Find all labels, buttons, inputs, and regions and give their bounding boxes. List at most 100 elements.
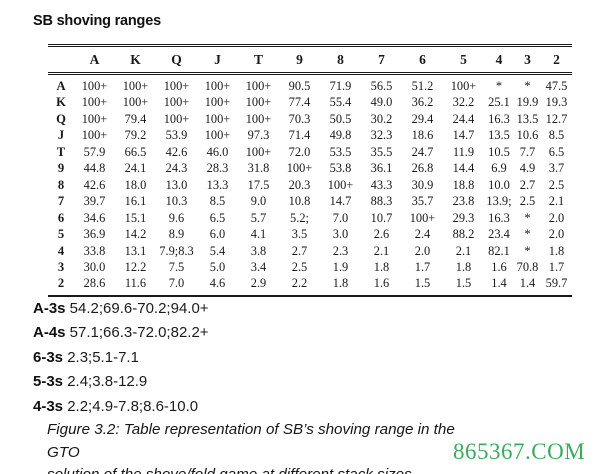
table-cell: 4.1: [250, 227, 267, 242]
column-header: 8: [320, 45, 361, 75]
table-cell: 72.0: [288, 144, 311, 159]
table-cell: 51.2: [411, 79, 434, 93]
table-cell: 1.8: [455, 259, 472, 274]
table-cell: 34.6: [83, 210, 106, 225]
table-cell: 13.3: [206, 177, 229, 192]
caption-line-2: solution of the shove/fold game at diffe…: [47, 466, 416, 474]
table-cell: 7.7: [519, 144, 536, 159]
table-cell: 100+: [245, 144, 272, 159]
table-cell: 2.7: [291, 243, 308, 258]
table-cell: 100+: [81, 111, 108, 126]
figure-caption: Figure 3.2: Table representation of SB’s…: [47, 419, 477, 474]
table-cell: 3.8: [250, 243, 267, 258]
table-cell: 3.5: [291, 227, 308, 242]
table-cell: 5.2;: [290, 210, 309, 225]
table-cell: 32.2: [452, 95, 475, 110]
row-label: K: [56, 95, 66, 110]
note-line: 4-3s 2.2;4.9-7.8;8.6-10.0: [33, 395, 209, 419]
table-cell: 2.1: [548, 194, 565, 209]
row-label: 6: [57, 210, 65, 225]
table-cell: 26.8: [411, 161, 434, 176]
note-label: 5-3s: [33, 373, 64, 391]
table-cell: 46.0: [206, 144, 229, 159]
column-header: A: [74, 45, 115, 75]
note-line: 5-3s 2.4;3.8-12.9: [33, 370, 209, 394]
table-cell: 23.8: [452, 194, 475, 209]
table-cell: 2.0: [548, 210, 565, 225]
table-cell: 53.9: [165, 128, 188, 143]
table-cell: 100+: [245, 111, 272, 126]
table-cell: 33.8: [83, 243, 106, 258]
table-cell: 6.0: [209, 227, 226, 242]
table-cell: 29.4: [411, 111, 434, 126]
table-cell: 24.3: [165, 161, 188, 176]
table-cell: 17.5: [247, 177, 270, 192]
table-cell: 1.8: [548, 243, 565, 258]
table-cell: 16.1: [124, 194, 147, 209]
table-cell: 10.6: [516, 128, 539, 143]
table-cell: 1.8: [373, 259, 390, 274]
table-cell: 1.7: [548, 259, 565, 274]
table-cell: 18.6: [411, 128, 434, 143]
column-header: 4: [484, 45, 514, 75]
table-row: 9 44.8 24.1 24.3 28.3 31.8 100+ 53.8 36.1 26.8 14.…: [48, 160, 572, 176]
table-cell: 100+: [204, 79, 231, 93]
table-cell: 2.0: [548, 227, 565, 242]
column-header: 6: [402, 45, 443, 75]
table-cell: 100+: [81, 128, 108, 143]
column-header: Q: [156, 45, 197, 75]
table-cell: 7.0: [168, 276, 185, 291]
table-cell: 1.8: [332, 276, 349, 291]
table-row: T 57.9 66.5 42.6 46.0 100+ 72.0 53.5 35.5 24.7 11.…: [48, 144, 572, 160]
table-cell: 53.5: [329, 144, 352, 159]
table-row: J 100+ 79.2 53.9 100+ 97.3 71.4 49.8 32.3 18.6 14.…: [48, 127, 572, 143]
table-row: K 100+ 100+ 100+ 100+ 100+ 77.4 55.4 49.0 36.2 32.…: [48, 94, 572, 110]
table-cell: 50.5: [329, 111, 352, 126]
table-cell: 100+: [163, 95, 190, 110]
row-label: 9: [57, 161, 65, 176]
note-label: A-3s: [33, 300, 66, 317]
table-cell: 70.8: [516, 259, 539, 274]
table-cell: 1.5: [414, 276, 431, 291]
table-cell: 59.7: [545, 276, 568, 291]
table-cell: 100+: [245, 79, 272, 93]
table-cell: 1.6: [373, 276, 390, 291]
table-cell: 2.5: [519, 194, 536, 209]
table-cell: 1.4: [519, 276, 536, 291]
table-row: A 100+ 100+ 100+ 100+ 100+ 90.5 71.9 56.5 51.2 100…: [48, 74, 572, 95]
table-cell: 10.0: [488, 177, 510, 192]
mixed-strategy-notes: A-3s 54.2;69.6-70.2;94.0+ A-4s 57.1;66.3-…: [33, 297, 209, 419]
table-cell: 11.9: [452, 144, 475, 159]
table-cell: 23.4: [488, 227, 510, 242]
table-cell: 3.0: [332, 227, 349, 242]
note-label: A-4s: [33, 324, 66, 342]
table-cell: 28.3: [206, 161, 229, 176]
note-label: 6-3s: [33, 348, 64, 366]
page-title: SB shoving ranges: [33, 13, 161, 29]
table-cell: 24.4: [452, 111, 475, 126]
table-cell: 100+: [286, 161, 313, 176]
table-cell: 19.9: [516, 95, 539, 110]
table-cell: 1.9: [332, 259, 349, 274]
column-header: 5: [443, 45, 484, 75]
row-label: 7: [57, 194, 65, 209]
table-cell: 2.5: [548, 177, 565, 192]
column-header: 3: [514, 45, 541, 75]
table-cell: 10.5: [488, 144, 510, 159]
table-cell: 2.5: [291, 259, 308, 274]
table-cell: 31.8: [247, 161, 270, 176]
table-cell: 15.1: [124, 210, 147, 225]
table-cell: 1.7: [414, 259, 431, 274]
table-cell: 18.8: [452, 177, 475, 192]
table-cell: 10.8: [288, 194, 311, 209]
table-cell: 70.3: [288, 111, 311, 126]
table-cell: 42.6: [165, 144, 188, 159]
table-cell: 10.3: [165, 194, 188, 209]
table-cell: 44.8: [83, 161, 106, 176]
table-cell: 39.7: [83, 194, 106, 209]
table-cell: 13.5: [516, 111, 539, 126]
table-cell: 100+: [204, 128, 231, 143]
note-line: A-3s 54.2;69.6-70.2;94.0+: [33, 297, 209, 321]
note-line: A-4s 57.1;66.3-72.0;82.2+: [33, 321, 209, 345]
row-label: 3: [57, 259, 65, 274]
